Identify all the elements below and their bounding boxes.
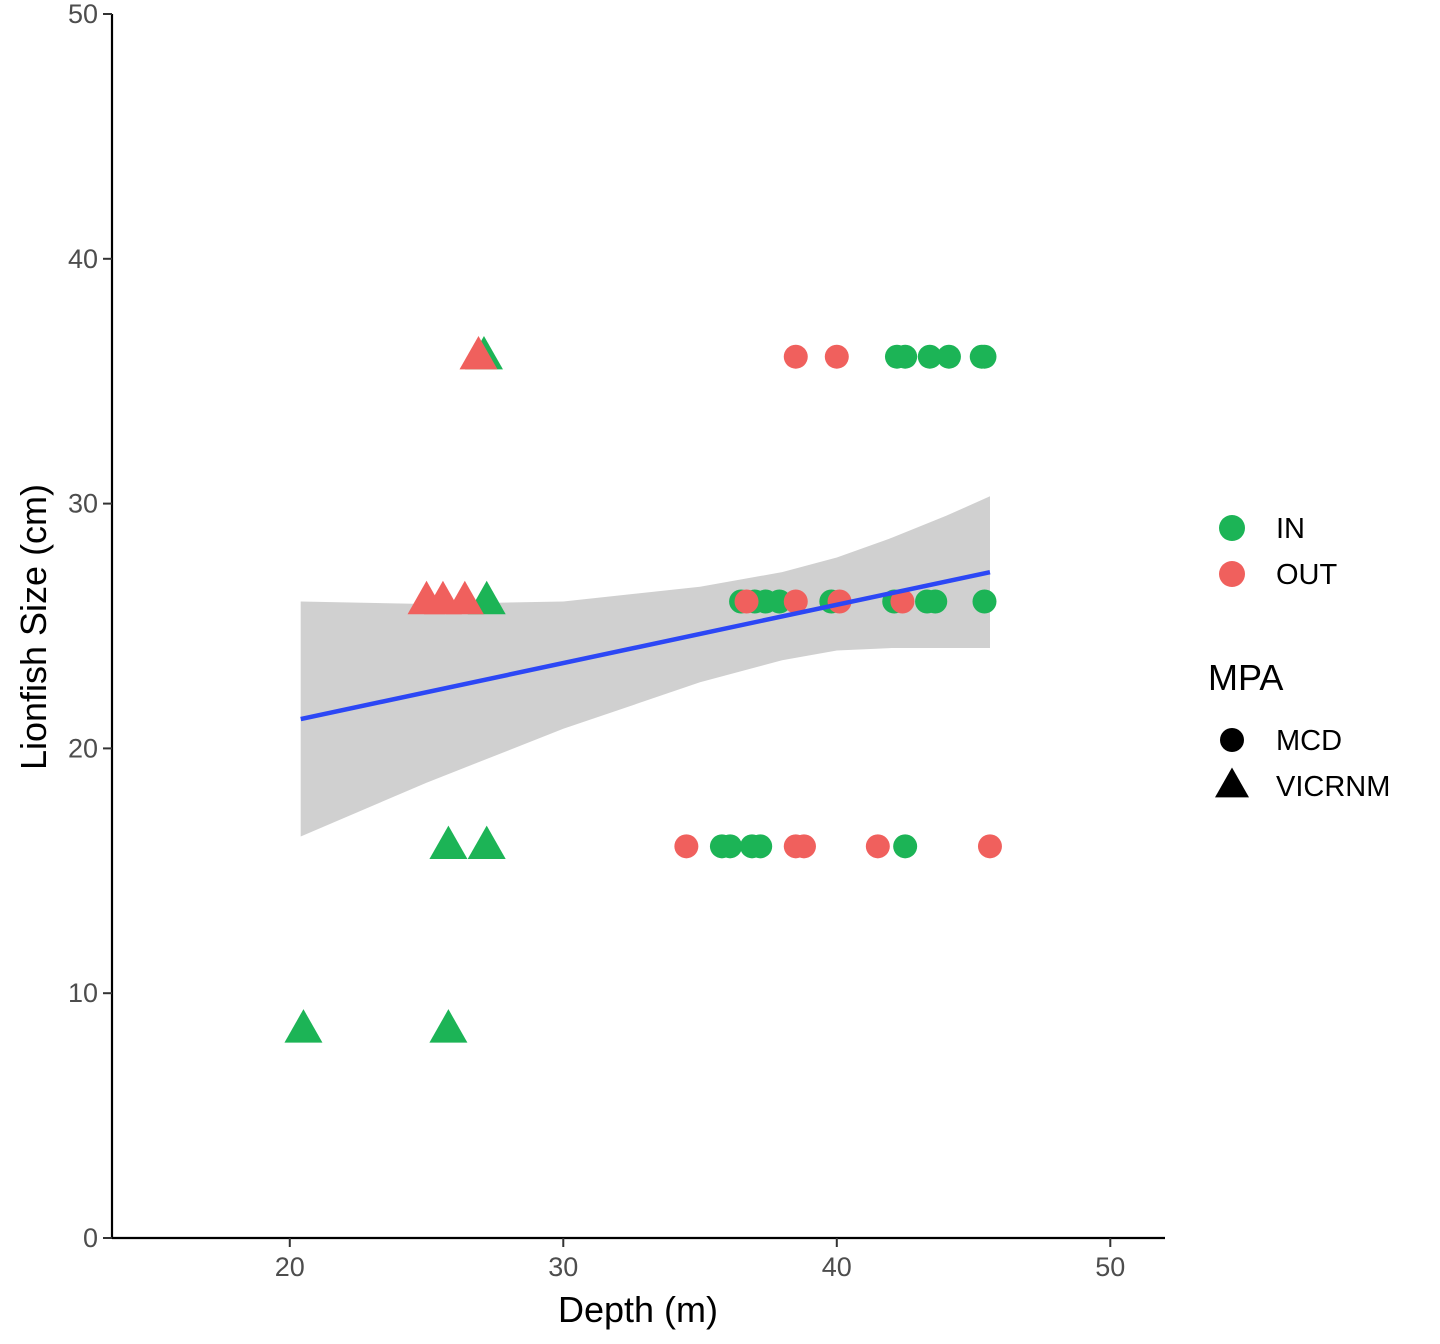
data-point-triangle-in [429, 1009, 468, 1043]
data-point-circle-in [893, 344, 918, 369]
legend-key-vicrnm [1215, 767, 1249, 798]
data-point-circle-out [783, 589, 808, 614]
data-point-circle-in [748, 834, 773, 859]
data-point-circle-out [977, 834, 1002, 859]
data-point-circle-in [893, 834, 918, 859]
y-tick-label: 50 [68, 0, 98, 29]
data-point-circle-out [791, 834, 816, 859]
legend-title-mpa: MPA [1208, 657, 1283, 698]
confidence-band [300, 496, 990, 837]
legend-label-mcd: MCD [1276, 725, 1342, 757]
legend-key-in [1219, 515, 1245, 541]
data-point-circle-in [923, 589, 948, 614]
legend-label-out: OUT [1276, 559, 1338, 591]
points-layer [284, 335, 1002, 1043]
data-point-circle-out [824, 344, 849, 369]
y-tick-label: 30 [68, 489, 98, 519]
data-point-circle-in [767, 589, 792, 614]
y-tick-label: 0 [83, 1223, 98, 1253]
trend-line [300, 569, 991, 722]
y-tick-label: 10 [68, 978, 98, 1008]
data-point-circle-out [674, 834, 699, 859]
legend-key-out [1219, 561, 1245, 587]
legend: IN OUT MPA MCD VICRNM [1208, 513, 1390, 803]
data-point-triangle-out [445, 580, 484, 615]
x-tick-label: 20 [275, 1252, 305, 1282]
x-axis-title: Depth (m) [558, 1289, 718, 1330]
y-axis-title: Lionfish Size (cm) [13, 484, 54, 770]
data-point-circle-out [890, 589, 915, 614]
y-tick-label: 40 [68, 244, 98, 274]
data-point-circle-out [783, 344, 808, 369]
confidence-band-layer [300, 496, 990, 837]
legend-label-vicrnm: VICRNM [1276, 771, 1390, 803]
data-point-triangle-in [467, 825, 506, 860]
x-tick-label: 30 [548, 1252, 578, 1282]
axes-layer: 0 10 20 30 40 50 20 30 40 50 [68, 0, 1165, 1282]
trend-line-layer [300, 569, 991, 722]
y-tick-label: 20 [68, 733, 98, 763]
data-point-circle-in [936, 344, 961, 369]
data-point-circle-in [718, 834, 743, 859]
data-point-circle-in [917, 344, 942, 369]
legend-label-in: IN [1276, 513, 1305, 545]
data-point-circle-in [972, 589, 997, 614]
data-point-triangle-in [429, 825, 468, 860]
legend-key-mcd [1220, 728, 1244, 752]
data-point-circle-out [734, 589, 759, 614]
data-point-circle-out [865, 834, 890, 859]
data-point-circle-in [972, 344, 997, 369]
x-tick-label: 40 [822, 1252, 852, 1282]
data-point-triangle-out [459, 335, 498, 370]
data-point-triangle-in [284, 1009, 323, 1043]
x-tick-label: 50 [1095, 1252, 1125, 1282]
